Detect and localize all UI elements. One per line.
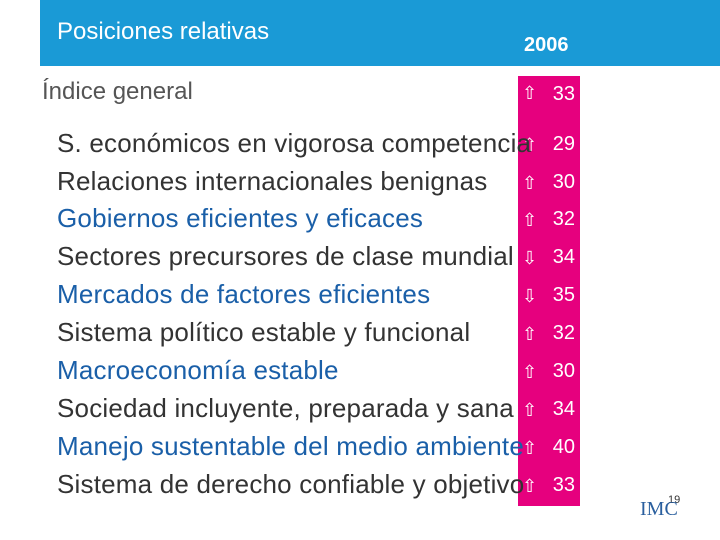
overall-value: 33 bbox=[552, 83, 575, 105]
arrow-icon: ⇧ bbox=[522, 135, 538, 155]
arrow-icon: ⇩ bbox=[522, 286, 538, 306]
year: 2006 bbox=[524, 34, 569, 56]
header-band bbox=[40, 0, 720, 66]
row-label: Sistema político estable y funcional bbox=[57, 317, 471, 347]
row-value: 34 bbox=[552, 398, 575, 420]
arrow-icon: ⇧ bbox=[522, 362, 538, 382]
row-value: 30 bbox=[552, 360, 575, 382]
arrow-icon: ⇧ bbox=[522, 438, 538, 458]
row-value: 32 bbox=[552, 208, 575, 230]
arrow-icon: ⇧ bbox=[522, 210, 538, 230]
row-value: 40 bbox=[552, 436, 575, 458]
row-label: Sistema de derecho confiable y objetivo bbox=[57, 469, 525, 499]
row-value: 34 bbox=[552, 246, 575, 268]
arrow-icon: ⇧ bbox=[522, 400, 538, 420]
logo: IMC bbox=[640, 498, 678, 520]
row-value: 30 bbox=[552, 171, 575, 193]
arrow-icon: ⇧ bbox=[522, 173, 538, 193]
arrow-icon: ⇧ bbox=[522, 83, 538, 103]
row-value: 33 bbox=[552, 474, 575, 496]
page-number: 19 bbox=[668, 494, 681, 506]
value-column bbox=[518, 76, 580, 506]
row-label: Sociedad incluyente, preparada y sana bbox=[57, 393, 514, 423]
arrow-icon: ⇧ bbox=[522, 476, 538, 496]
row-value: 32 bbox=[552, 322, 575, 344]
row-label: Mercados de factores eficientes bbox=[57, 279, 431, 309]
overall-label: Índice general bbox=[42, 78, 193, 105]
row-label: Manejo sustentable del medio ambiente bbox=[57, 431, 525, 461]
row-label: Gobiernos eficientes y eficaces bbox=[57, 203, 424, 233]
row-value: 29 bbox=[552, 133, 575, 155]
title: Posiciones relativas bbox=[57, 18, 270, 45]
row-label: Relaciones internacionales benignas bbox=[57, 166, 488, 196]
row-value: 35 bbox=[552, 284, 575, 306]
row-label: Macroeconomía estable bbox=[57, 355, 339, 385]
row-label: S. económicos en vigorosa competencia bbox=[57, 128, 532, 158]
row-label: Sectores precursores de clase mundial bbox=[57, 241, 514, 271]
arrow-icon: ⇧ bbox=[522, 324, 538, 344]
arrow-icon: ⇩ bbox=[522, 248, 538, 268]
